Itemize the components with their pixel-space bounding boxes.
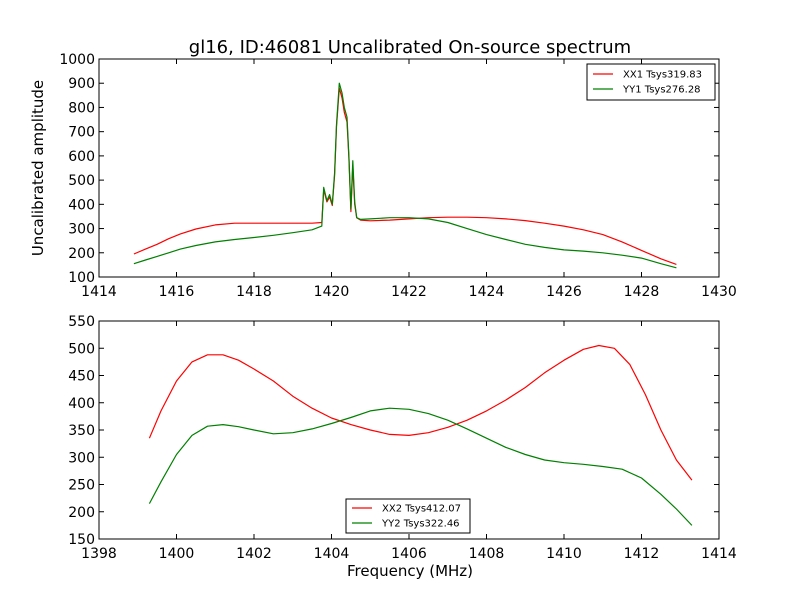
chart-title: gl16, ID:46081 Uncalibrated On-source sp…: [189, 37, 631, 58]
top-y-tick-label: 600: [68, 149, 95, 165]
top-x-ticks: 1414 1416 1418 1420 1422 1424 1426 1428 1430: [81, 59, 737, 300]
top-y-tick-label: 1000: [59, 52, 95, 68]
top-y-tick-label: 800: [68, 100, 95, 116]
top-x-tick-label: 1418: [236, 284, 272, 300]
bottom-y-tick-label: 300: [68, 450, 95, 466]
top-y-tick-label: 400: [68, 197, 95, 213]
top-y-tick-label: 700: [68, 125, 95, 141]
bottom-x-tick-label: 1404: [314, 546, 350, 562]
top-x-tick-label: 1420: [314, 284, 350, 300]
bottom-x-tick-label: 1414: [701, 546, 737, 562]
bottom-y-tick-label: 550: [68, 314, 95, 330]
bottom-y-tick-label: 450: [68, 369, 95, 385]
bottom-y-tick-label: 200: [68, 505, 95, 521]
bottom-series-lines: [148, 344, 693, 526]
top-x-tick-label: 1426: [546, 284, 582, 300]
bottom-legend: XX2 Tsys412.07 YY2 Tsys322.46: [345, 498, 471, 534]
y-axis-label: Uncalibrated amplitude: [29, 80, 47, 256]
bottom-spectrum-panel: Frequency (MHz) 1398 1400 1402 1404 1406 1408…: [68, 314, 737, 580]
bottom-series-line-yy: [148, 407, 693, 526]
bottom-y-tick-label: 150: [68, 532, 95, 548]
top-legend: XX1 Tsys319.83 YY1 Tsys276.28: [586, 63, 716, 101]
top-axes-frame: [98, 58, 720, 278]
top-y-ticks: 100 200 300 400 500 600 700 800 900 1000: [59, 52, 719, 286]
legend-label-yy2: YY2 Tsys322.46: [381, 519, 460, 530]
legend-label-yy1: YY1 Tsys276.28: [622, 85, 701, 96]
top-series-lines: [133, 82, 677, 269]
top-y-tick-label: 500: [68, 173, 95, 189]
top-x-tick-label: 1414: [81, 284, 117, 300]
top-x-tick-label: 1428: [624, 284, 660, 300]
bottom-x-tick-label: 1406: [391, 546, 427, 562]
bottom-legend-box: [345, 498, 471, 534]
bottom-y-ticks: 150 200 250 300 350 400 450 500 550: [68, 314, 719, 548]
bottom-series-line-xx: [148, 344, 693, 481]
top-x-tick-label: 1424: [469, 284, 505, 300]
bottom-x-tick-label: 1398: [81, 546, 117, 562]
top-x-tick-label: 1416: [159, 284, 195, 300]
bottom-y-tick-label: 400: [68, 396, 95, 412]
top-spectrum-panel: gl16, ID:46081 Uncalibrated On-source sp…: [29, 37, 737, 300]
top-y-tick-label: 100: [68, 270, 95, 286]
top-x-tick-label: 1422: [391, 284, 427, 300]
bottom-y-tick-label: 350: [68, 423, 95, 439]
bottom-y-tick-label: 500: [68, 341, 95, 357]
legend-label-xx1: XX1 Tsys319.83: [623, 70, 702, 81]
bottom-x-tick-label: 1408: [469, 546, 505, 562]
bottom-x-tick-label: 1410: [546, 546, 582, 562]
bottom-x-tick-label: 1412: [624, 546, 660, 562]
x-axis-label: Frequency (MHz): [347, 562, 473, 580]
top-legend-box: [586, 63, 716, 101]
bottom-x-tick-label: 1400: [159, 546, 195, 562]
legend-label-xx2: XX2 Tsys412.07: [382, 504, 461, 515]
bottom-x-tick-label: 1402: [236, 546, 272, 562]
bottom-axes-frame: [98, 320, 720, 540]
top-y-tick-label: 300: [68, 222, 95, 238]
top-y-tick-label: 200: [68, 246, 95, 262]
bottom-y-tick-label: 250: [68, 478, 95, 494]
top-y-tick-label: 900: [68, 76, 95, 92]
top-x-tick-label: 1430: [701, 284, 737, 300]
top-series-line-yy: [133, 82, 677, 269]
